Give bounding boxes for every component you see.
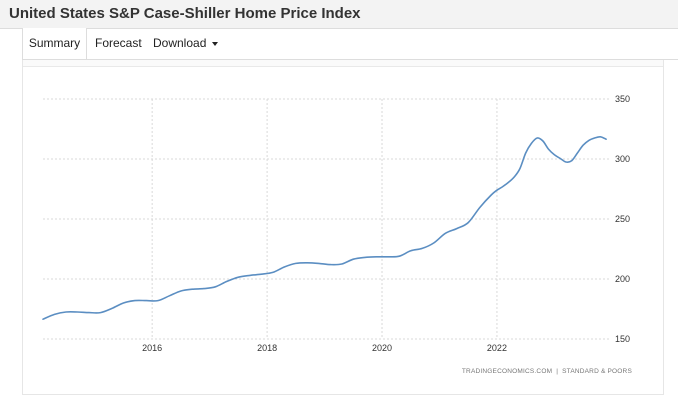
caret-down-icon <box>212 41 219 46</box>
y-tick-label-1: 200 <box>615 274 630 284</box>
x-tick-label-3: 2022 <box>487 343 507 353</box>
x-axis-tick-labels: 2016 2018 2020 2022 <box>142 343 507 353</box>
tab-download[interactable]: Download <box>153 28 219 59</box>
y-tick-label-0: 150 <box>615 334 630 344</box>
tab-summary[interactable]: Summary <box>23 28 87 59</box>
source-credit: TRADINGECONOMICS.COM | STANDARD & POORS <box>462 368 633 375</box>
credit-separator: | <box>556 368 558 375</box>
series-line <box>42 135 607 320</box>
y-tick-label-4: 350 <box>615 94 630 104</box>
y-tick-label-2: 250 <box>615 214 630 224</box>
tab-download-label: Download <box>153 36 207 50</box>
y-tick-label-3: 300 <box>615 154 630 164</box>
credit-provider: STANDARD & POORS <box>562 368 632 375</box>
credit-source: TRADINGECONOMICS.COM <box>462 368 552 375</box>
horizontal-gridlines <box>43 98 609 340</box>
title-bar: United States S&P Case-Shiller Home Pric… <box>0 0 678 29</box>
page-title: United States S&P Case-Shiller Home Pric… <box>9 5 361 22</box>
x-tick-label-1: 2018 <box>257 343 277 353</box>
y-axis-tick-labels: 150 200 250 300 350 <box>615 94 630 344</box>
chart-panel <box>22 60 664 395</box>
x-tick-label-2: 2020 <box>372 343 392 353</box>
panel-top-bar <box>23 60 663 67</box>
tab-forecast[interactable]: Forecast <box>95 36 142 50</box>
tab-bar: Summary Forecast Download <box>22 28 678 60</box>
x-tick-label-0: 2016 <box>142 343 162 353</box>
